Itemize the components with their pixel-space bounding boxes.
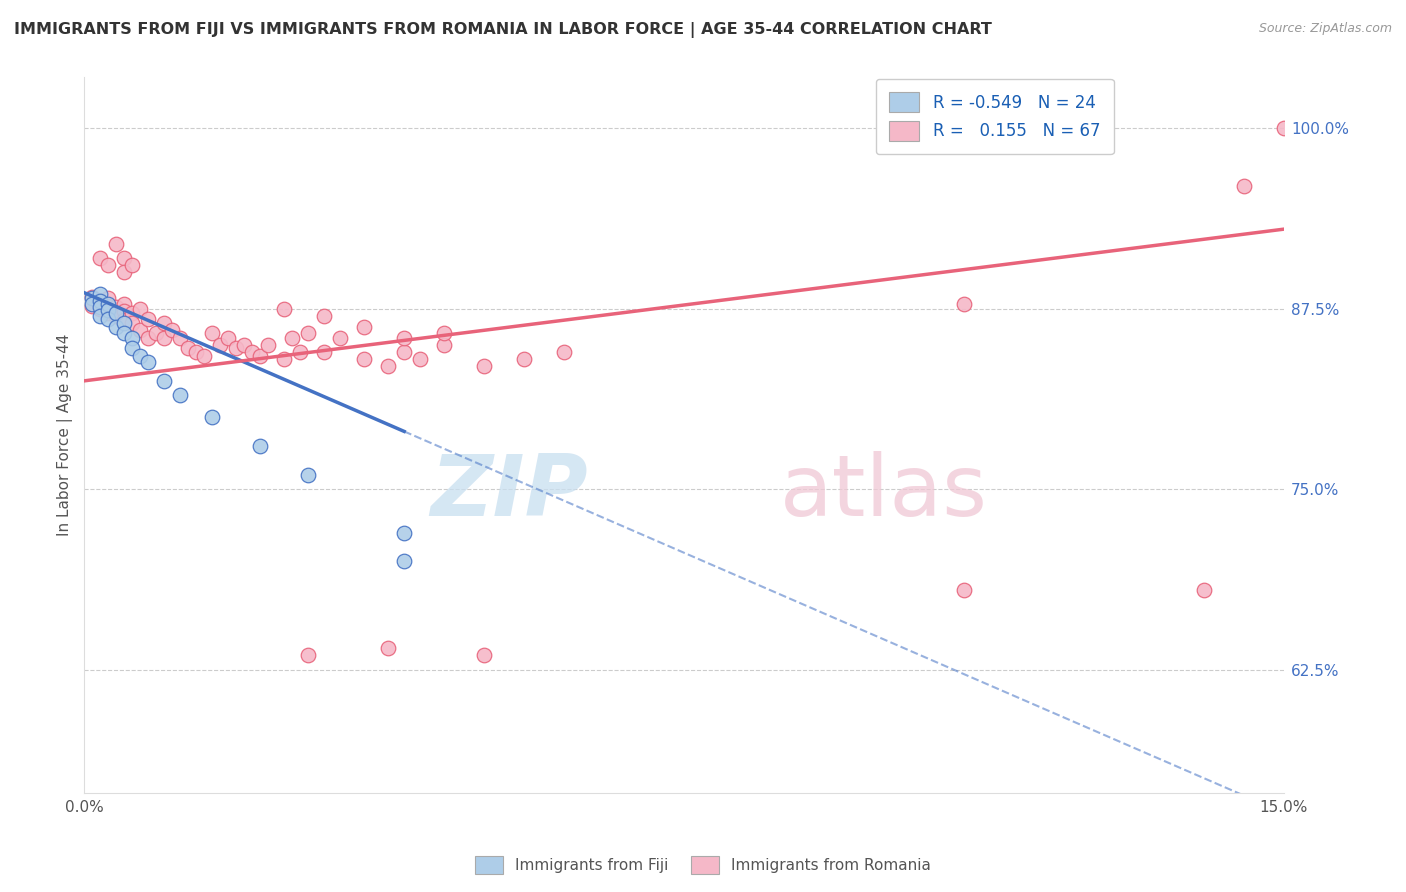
Point	[89, 251, 111, 265]
Point	[112, 313, 135, 327]
Point	[377, 359, 399, 374]
Point	[392, 554, 415, 568]
Point	[314, 309, 336, 323]
Point	[82, 297, 104, 311]
Legend: Immigrants from Fiji, Immigrants from Romania: Immigrants from Fiji, Immigrants from Ro…	[470, 850, 936, 880]
Point	[97, 258, 120, 272]
Point	[112, 304, 135, 318]
Point	[97, 311, 120, 326]
Point	[105, 320, 128, 334]
Point	[290, 345, 312, 359]
Point	[112, 251, 135, 265]
Point	[225, 341, 247, 355]
Point	[433, 326, 456, 341]
Text: IMMIGRANTS FROM FIJI VS IMMIGRANTS FROM ROMANIA IN LABOR FORCE | AGE 35-44 CORRE: IMMIGRANTS FROM FIJI VS IMMIGRANTS FROM …	[14, 22, 993, 38]
Point	[201, 409, 224, 424]
Point	[105, 236, 128, 251]
Point	[153, 374, 176, 388]
Point	[273, 352, 295, 367]
Point	[162, 323, 184, 337]
Point	[169, 388, 191, 402]
Point	[89, 300, 111, 314]
Point	[314, 345, 336, 359]
Point	[97, 306, 120, 320]
Point	[353, 320, 375, 334]
Legend: R = -0.549   N = 24, R =   0.155   N = 67: R = -0.549 N = 24, R = 0.155 N = 67	[876, 78, 1114, 154]
Point	[82, 290, 104, 304]
Point	[121, 316, 143, 330]
Point	[121, 330, 143, 344]
Point	[145, 326, 167, 341]
Point	[281, 330, 304, 344]
Point	[233, 337, 256, 351]
Point	[136, 355, 159, 369]
Point	[153, 316, 176, 330]
Point	[82, 299, 104, 313]
Point	[257, 337, 280, 351]
Point	[353, 352, 375, 367]
Point	[129, 349, 152, 363]
Point	[121, 258, 143, 272]
Point	[1233, 178, 1256, 193]
Point	[177, 341, 200, 355]
Point	[97, 297, 120, 311]
Point	[209, 337, 232, 351]
Point	[82, 292, 104, 306]
Point	[553, 345, 575, 359]
Point	[953, 297, 976, 311]
Point	[273, 301, 295, 316]
Point	[112, 265, 135, 279]
Point	[105, 309, 128, 323]
Point	[953, 583, 976, 598]
Point	[105, 306, 128, 320]
Point	[297, 326, 319, 341]
Point	[201, 326, 224, 341]
Text: ZIP: ZIP	[430, 450, 588, 533]
Point	[409, 352, 432, 367]
Point	[392, 330, 415, 344]
Point	[89, 294, 111, 309]
Point	[1192, 583, 1215, 598]
Point	[249, 349, 271, 363]
Point	[513, 352, 536, 367]
Point	[136, 330, 159, 344]
Point	[249, 439, 271, 453]
Point	[297, 467, 319, 482]
Point	[97, 303, 120, 318]
Point	[472, 648, 495, 663]
Point	[129, 301, 152, 316]
Point	[89, 309, 111, 323]
Point	[89, 301, 111, 316]
Point	[377, 641, 399, 656]
Point	[121, 306, 143, 320]
Point	[89, 287, 111, 301]
Point	[112, 326, 135, 341]
Point	[392, 345, 415, 359]
Y-axis label: In Labor Force | Age 35-44: In Labor Force | Age 35-44	[58, 334, 73, 536]
Point	[472, 359, 495, 374]
Point	[112, 297, 135, 311]
Point	[129, 323, 152, 337]
Point	[217, 330, 239, 344]
Point	[89, 294, 111, 309]
Text: atlas: atlas	[780, 450, 988, 533]
Point	[112, 316, 135, 330]
Point	[329, 330, 352, 344]
Point	[97, 292, 120, 306]
Point	[240, 345, 263, 359]
Point	[433, 337, 456, 351]
Point	[105, 300, 128, 314]
Point	[1272, 121, 1295, 136]
Point	[153, 330, 176, 344]
Point	[193, 349, 215, 363]
Point	[121, 341, 143, 355]
Point	[392, 525, 415, 540]
Point	[97, 299, 120, 313]
Point	[297, 648, 319, 663]
Point	[136, 311, 159, 326]
Point	[186, 345, 208, 359]
Point	[169, 330, 191, 344]
Text: Source: ZipAtlas.com: Source: ZipAtlas.com	[1258, 22, 1392, 36]
